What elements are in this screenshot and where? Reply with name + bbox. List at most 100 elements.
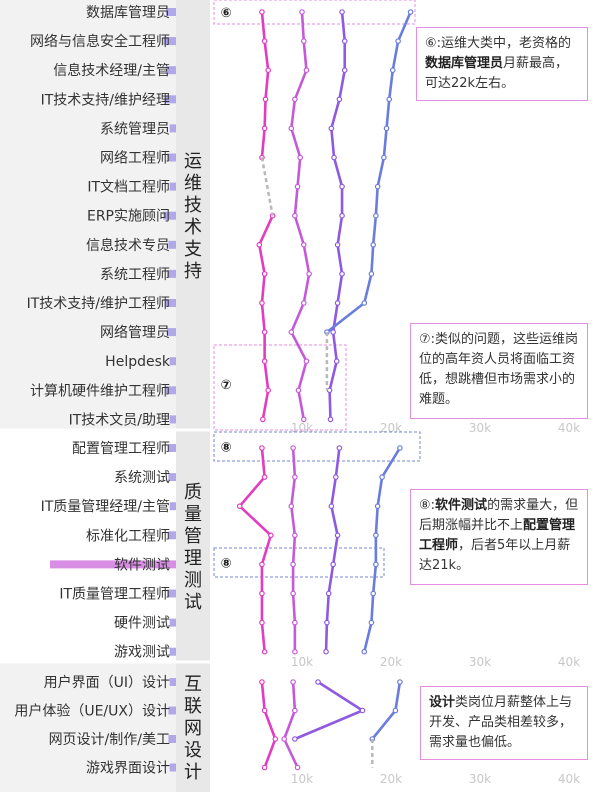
- series-point-4: [386, 96, 393, 103]
- category-label: 系统管理员: [100, 121, 170, 137]
- group-title-char: 设: [184, 740, 202, 761]
- series-point-3: [330, 329, 336, 335]
- gap-dashed-line: [260, 157, 274, 216]
- series-point-2: [300, 38, 307, 44]
- series-point-4: [381, 154, 387, 161]
- series-point-4: [361, 300, 368, 306]
- series-point-3: [339, 212, 345, 219]
- series-point-4: [395, 38, 401, 44]
- note-testing-b2: 配置管理工程师: [419, 518, 576, 553]
- series-point-2: [303, 67, 310, 74]
- series-point-3: [330, 561, 336, 568]
- series-point-1: [261, 648, 268, 655]
- series-point-1: [259, 9, 265, 15]
- demand-bar: [169, 182, 176, 191]
- demand-bar: [167, 328, 176, 337]
- series-point-2: [300, 416, 307, 423]
- series-point-4: [368, 271, 375, 277]
- x-tick-label: 30k: [469, 655, 491, 669]
- category-label: 用户界面（UI）设计: [44, 674, 170, 691]
- series-point-1: [236, 503, 243, 510]
- series-point-2: [295, 387, 302, 394]
- note-ops: ⑦:类似的问题，这些运维岗位的高年资人员将面临工资低，想跳槽但市场需求小的难题。: [410, 323, 588, 419]
- demand-bar: [169, 415, 176, 424]
- series-point-2: [290, 445, 296, 451]
- demand-bar: [165, 8, 176, 16]
- note-dba-prefix: ⑥:运维大类中，老资格的: [425, 36, 572, 51]
- group-title-char: 运: [184, 151, 202, 172]
- series-point-2: [292, 707, 298, 714]
- series-line-3: [294, 680, 364, 741]
- highlight-box-hl8b: [213, 547, 385, 578]
- demand-bar: [169, 124, 176, 133]
- series-point-3: [341, 67, 348, 74]
- demand-bar: [165, 386, 176, 395]
- demand-bar: [169, 647, 176, 656]
- demand-bar: [168, 531, 176, 540]
- category-label: IT文档工程师: [87, 180, 170, 196]
- group-title-char: 网: [184, 718, 202, 739]
- series-point-3: [334, 532, 341, 539]
- series-point-2: [290, 561, 296, 568]
- series-point-2: [300, 300, 307, 306]
- demand-bar: [169, 618, 176, 627]
- category-label: 系统工程师: [100, 267, 170, 283]
- series-line-4: [326, 11, 412, 334]
- series-point-3: [333, 474, 339, 480]
- series-point-1: [259, 619, 265, 626]
- group-label-band-1: [0, 430, 176, 662]
- series-point-3: [336, 96, 343, 103]
- group-title-char: 联: [184, 696, 202, 717]
- series-point-1: [261, 329, 268, 335]
- group-title-char: 技: [184, 195, 202, 216]
- series-point-2: [292, 96, 298, 103]
- group-title-char: 术: [184, 217, 202, 238]
- x-tick-label: 30k: [469, 772, 491, 786]
- category-label: 网络与信息安全工程师: [30, 33, 170, 50]
- series-point-2: [294, 764, 301, 771]
- highlight-box-hl6: [213, 0, 416, 25]
- series-point-4: [389, 67, 396, 74]
- category-label: 系统测试: [114, 470, 170, 486]
- series-point-4: [383, 125, 390, 132]
- series-point-3: [331, 154, 337, 161]
- group-title-char: 计: [184, 762, 202, 783]
- category-label: IT质量管理经理/主管: [41, 499, 170, 515]
- demand-bar: [169, 678, 176, 686]
- category-label: IT质量管理工程师: [59, 587, 170, 603]
- series-point-1: [265, 387, 271, 394]
- series-point-4: [361, 648, 368, 655]
- category-label: 用户体验（UE/UX）设计: [14, 703, 170, 720]
- series-point-1: [265, 67, 271, 74]
- group-title-char: 量: [184, 504, 202, 525]
- series-line-2: [290, 447, 297, 652]
- series-point-1: [261, 474, 268, 480]
- series-point-4: [370, 242, 377, 248]
- x-tick-label: 40k: [558, 655, 580, 669]
- category-label: 硬件测试: [114, 616, 170, 632]
- highlight-box-hl8a: [213, 431, 421, 462]
- series-point-1: [259, 445, 265, 451]
- series-point-4: [370, 590, 377, 597]
- category-label: ERP实施顾问: [87, 209, 170, 225]
- demand-bar: [164, 95, 176, 104]
- series-point-3: [292, 736, 298, 742]
- series-point-2: [292, 619, 298, 626]
- group-title-band-0: [176, 0, 210, 430]
- series-point-2: [300, 242, 307, 248]
- series-point-4: [397, 679, 403, 685]
- series-point-1: [268, 532, 274, 539]
- highlight-marker-hl8b: ⑧: [220, 557, 231, 572]
- category-label: 网络管理员: [100, 325, 170, 341]
- series-point-3: [339, 271, 345, 277]
- series-point-4: [373, 561, 379, 568]
- series-point-2: [303, 358, 310, 365]
- series-point-1: [261, 358, 268, 365]
- category-label: 标准化工程师: [86, 528, 170, 544]
- category-label: IT技术文员/助理: [69, 412, 170, 428]
- series-point-1: [261, 707, 268, 714]
- x-tick-label: 20k: [380, 772, 402, 786]
- note-testing-b1: 软件测试: [435, 498, 488, 513]
- group-title-char: 互: [184, 674, 202, 695]
